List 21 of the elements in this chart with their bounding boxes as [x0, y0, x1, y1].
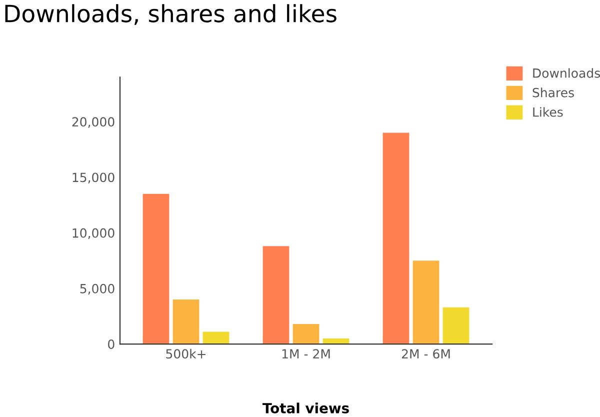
bar	[172, 300, 200, 344]
x-tick-label: 500k+	[166, 348, 206, 359]
y-tick-label: 20,000	[72, 117, 114, 128]
bar	[262, 246, 290, 344]
bar	[412, 260, 440, 344]
y-tick-label: 0	[108, 339, 114, 349]
x-tick-label: 2M - 6M	[402, 349, 450, 359]
y-tick-label: 10,000	[72, 228, 114, 240]
bar	[202, 332, 230, 344]
chart-title: Downloads, shares and likes	[5, 4, 336, 25]
bar	[142, 194, 170, 344]
legend-label: Likes	[533, 107, 563, 117]
bar	[442, 307, 470, 344]
legend-label: Shares	[532, 88, 574, 98]
y-tick-label: 15,000	[72, 172, 114, 184]
x-axis-title: Total views	[262, 402, 349, 414]
bar	[382, 132, 410, 344]
legend-label: Downloads	[533, 68, 600, 78]
bar	[292, 324, 320, 344]
y-tick-label: 5,000	[80, 284, 114, 295]
x-tick-label: 1M - 2M	[282, 349, 330, 358]
